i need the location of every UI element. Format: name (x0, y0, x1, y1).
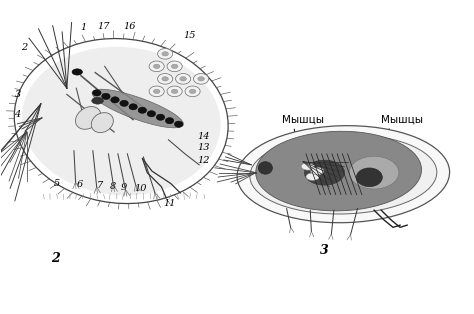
Ellipse shape (171, 89, 178, 94)
Text: 7: 7 (97, 181, 103, 190)
Ellipse shape (165, 117, 174, 124)
Ellipse shape (154, 89, 160, 94)
Ellipse shape (167, 86, 182, 97)
Text: 2: 2 (51, 252, 59, 265)
Text: 8: 8 (109, 182, 116, 191)
Ellipse shape (147, 111, 155, 117)
Ellipse shape (101, 93, 110, 100)
Ellipse shape (92, 90, 101, 96)
Text: 2: 2 (21, 43, 27, 52)
Ellipse shape (129, 104, 137, 110)
Ellipse shape (72, 69, 82, 75)
Ellipse shape (91, 113, 113, 133)
Ellipse shape (92, 89, 183, 128)
Text: 6: 6 (76, 180, 83, 189)
Ellipse shape (175, 73, 191, 84)
Ellipse shape (162, 51, 168, 56)
Ellipse shape (91, 97, 103, 104)
Ellipse shape (171, 64, 178, 68)
Ellipse shape (349, 156, 399, 189)
Ellipse shape (185, 86, 200, 97)
Ellipse shape (157, 73, 173, 84)
Ellipse shape (250, 134, 437, 214)
Ellipse shape (237, 126, 450, 223)
Text: 1: 1 (80, 23, 87, 32)
Ellipse shape (356, 168, 383, 187)
Ellipse shape (255, 131, 421, 211)
Ellipse shape (180, 77, 186, 81)
Text: 11: 11 (164, 199, 176, 208)
Ellipse shape (198, 77, 204, 81)
Text: Мышцы: Мышцы (282, 115, 324, 124)
Text: 16: 16 (123, 22, 136, 31)
Text: 15: 15 (183, 31, 196, 40)
Ellipse shape (111, 97, 119, 103)
Text: 4: 4 (14, 110, 20, 119)
Text: 9: 9 (120, 182, 127, 192)
Ellipse shape (189, 89, 196, 94)
Text: 3: 3 (320, 244, 329, 257)
Text: 17: 17 (98, 22, 110, 31)
Ellipse shape (306, 173, 319, 181)
Ellipse shape (162, 77, 168, 81)
Ellipse shape (167, 61, 182, 72)
Ellipse shape (22, 47, 220, 195)
Ellipse shape (138, 107, 146, 113)
Text: 13: 13 (198, 143, 210, 152)
Ellipse shape (149, 61, 164, 72)
Text: 5: 5 (54, 179, 60, 188)
Ellipse shape (311, 167, 324, 175)
Text: 12: 12 (198, 156, 210, 165)
Ellipse shape (157, 49, 173, 59)
Ellipse shape (193, 73, 209, 84)
Ellipse shape (154, 64, 160, 68)
Ellipse shape (149, 86, 164, 97)
Ellipse shape (304, 160, 345, 185)
Ellipse shape (258, 162, 273, 174)
Text: 10: 10 (134, 184, 146, 193)
Ellipse shape (174, 121, 183, 127)
Text: Мышцы: Мышцы (382, 115, 423, 124)
Ellipse shape (120, 100, 128, 106)
Ellipse shape (301, 163, 315, 170)
Ellipse shape (156, 114, 165, 120)
Text: 14: 14 (198, 132, 210, 141)
Text: 3: 3 (15, 90, 21, 99)
Ellipse shape (75, 106, 101, 129)
